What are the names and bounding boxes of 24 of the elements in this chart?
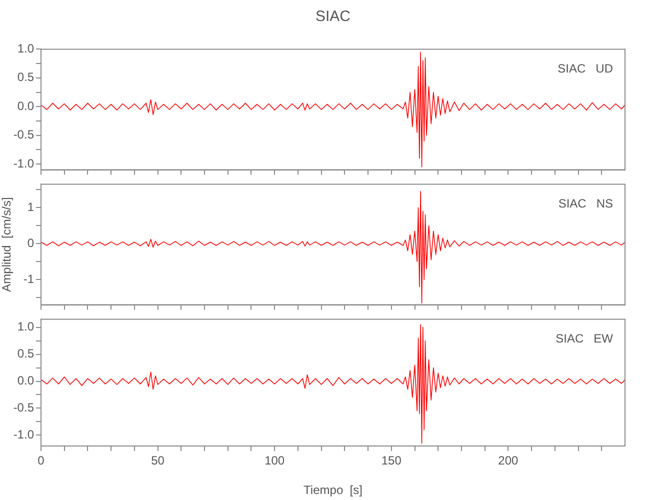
y-tick-label: 1.0 bbox=[17, 42, 34, 56]
x-tick-label: 100 bbox=[264, 454, 285, 468]
x-tick-label: 200 bbox=[498, 454, 519, 468]
annotation: SIAC UD bbox=[558, 62, 614, 76]
annotation: SIAC EW bbox=[556, 332, 614, 346]
y-tick-label: -0.5 bbox=[13, 128, 34, 142]
x-tick-label: 0 bbox=[38, 454, 45, 468]
y-axis-title: Amplitud [cm/s/s] bbox=[0, 197, 14, 292]
y-tick-label: -1.0 bbox=[13, 428, 34, 442]
y-tick-label: 0.5 bbox=[17, 70, 34, 84]
y-tick-label: 0.0 bbox=[17, 374, 34, 388]
x-tick-label: 50 bbox=[151, 454, 165, 468]
y-tick-label: 1.0 bbox=[17, 320, 34, 334]
y-tick-label: 0 bbox=[27, 236, 34, 250]
x-tick-label: 150 bbox=[381, 454, 402, 468]
y-tick-label: -1.0 bbox=[13, 156, 34, 170]
y-tick-label: 0.5 bbox=[17, 346, 34, 361]
y-tick-label: -1 bbox=[23, 272, 34, 286]
chart-title: SIAC bbox=[314, 8, 352, 25]
x-axis-title: Tiempo [s] bbox=[304, 483, 362, 498]
y-tick-label: 1 bbox=[27, 200, 34, 214]
y-tick-label: 0.0 bbox=[17, 98, 34, 113]
annotation: SIAC NS bbox=[558, 196, 613, 211]
y-tick-label: -0.5 bbox=[13, 400, 34, 415]
